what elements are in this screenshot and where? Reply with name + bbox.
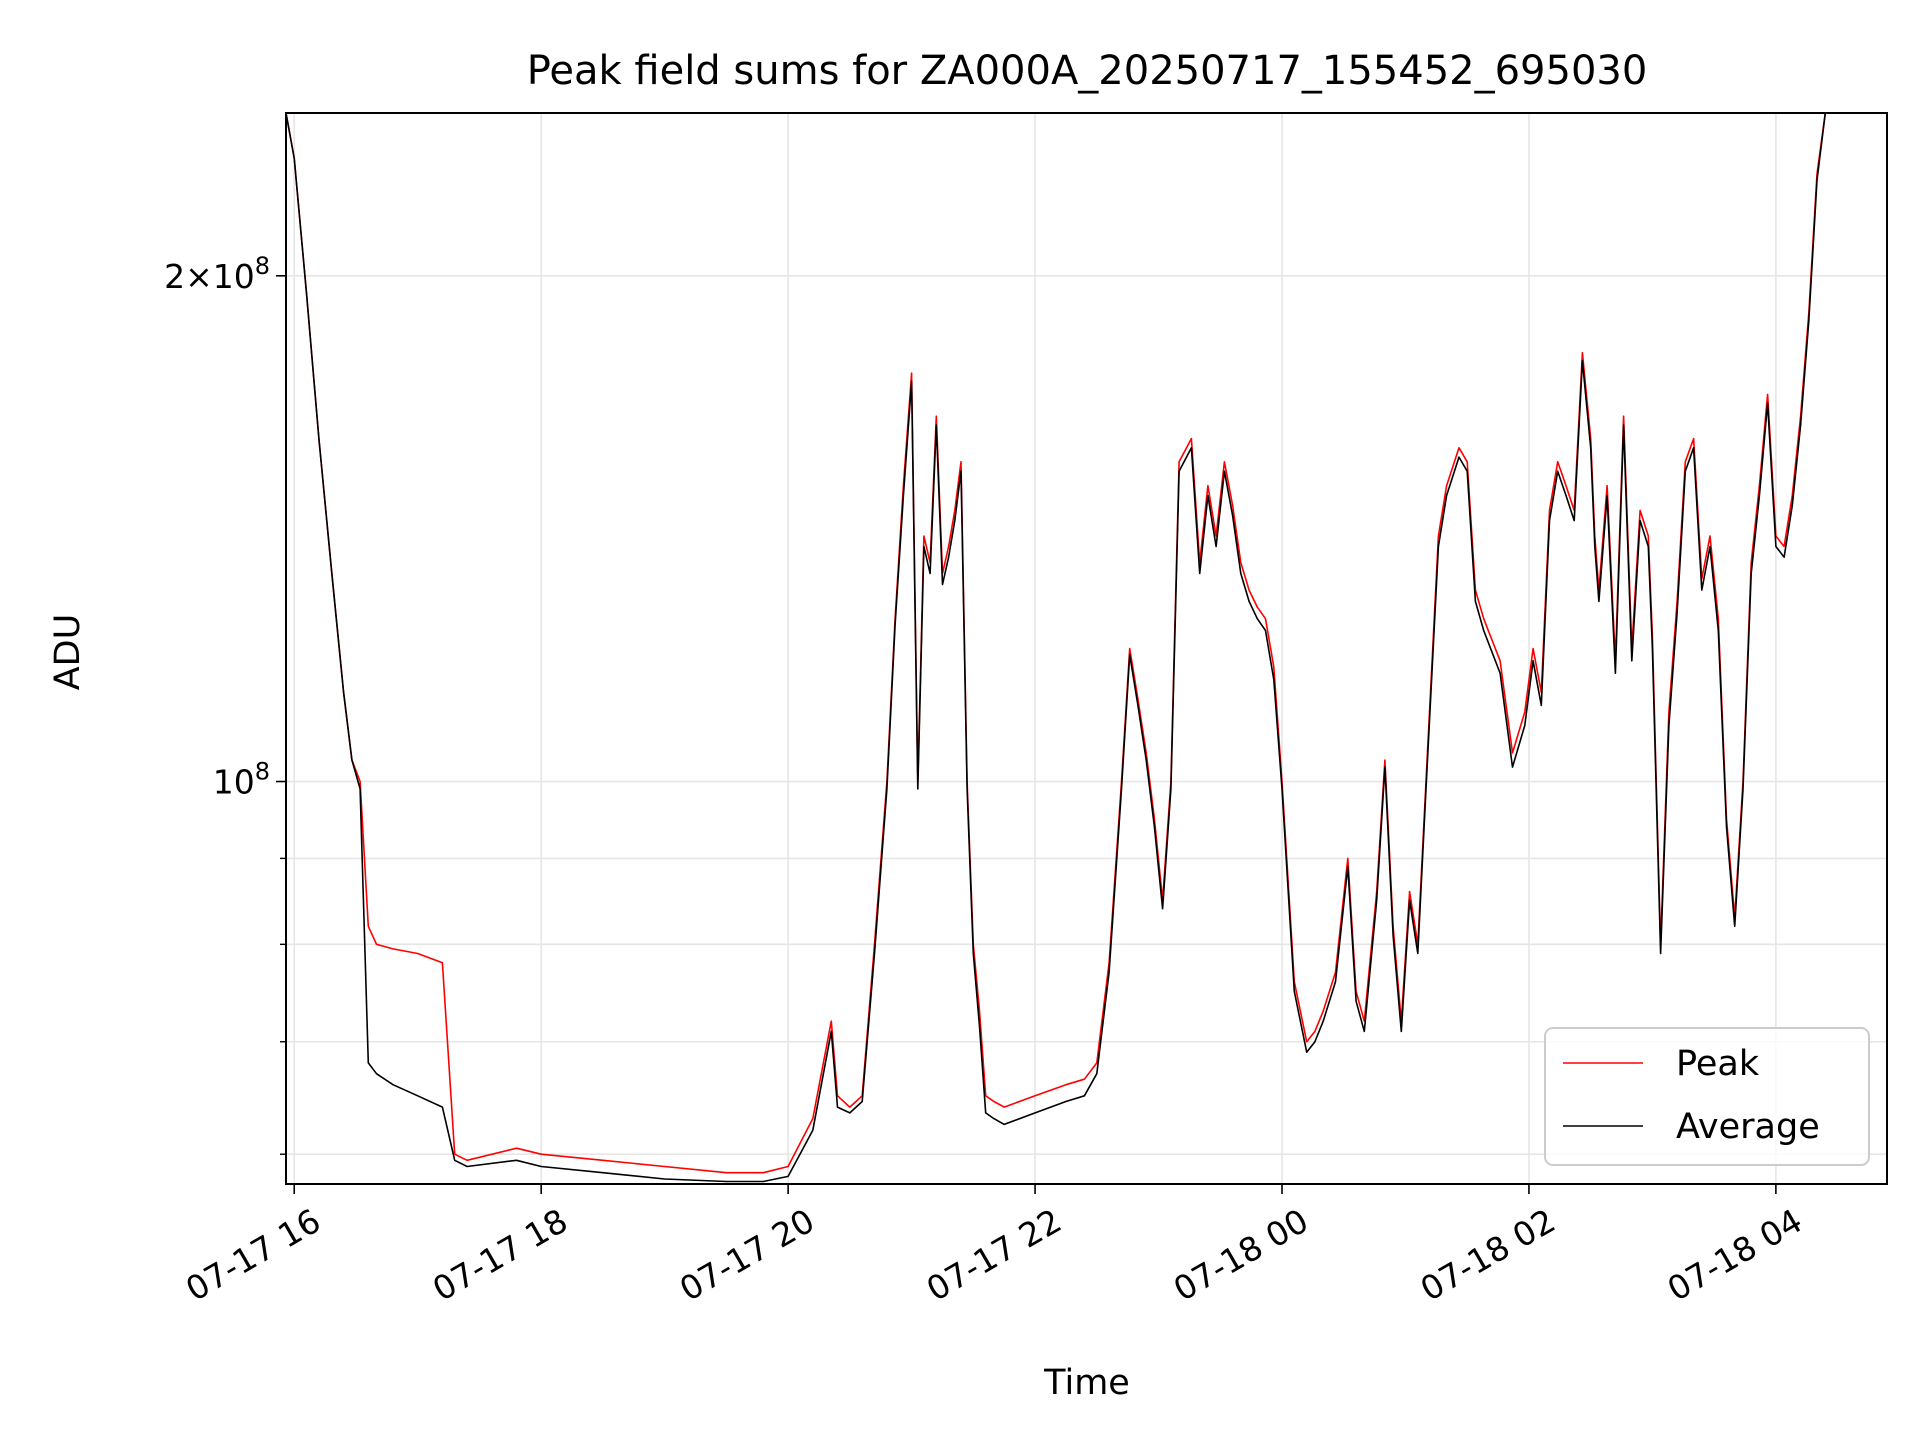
y-tick-label: 108 xyxy=(213,758,270,802)
x-axis-label: Time xyxy=(1043,1363,1130,1403)
grid xyxy=(286,113,1887,1184)
y-tick-label: 2×108 xyxy=(164,252,270,296)
y-axis-label: ADU xyxy=(48,614,88,691)
legend: Peak Average xyxy=(1544,1027,1870,1166)
series-layer xyxy=(286,113,1827,1183)
series-line-peak xyxy=(286,113,1827,1174)
chart-title: Peak field sums for ZA000A_20250717_1554… xyxy=(527,48,1648,94)
legend-label-peak: Peak xyxy=(1676,1044,1760,1084)
legend-label-average: Average xyxy=(1676,1107,1820,1147)
plot-frame xyxy=(285,112,1888,1185)
series-line-average xyxy=(286,113,1827,1183)
